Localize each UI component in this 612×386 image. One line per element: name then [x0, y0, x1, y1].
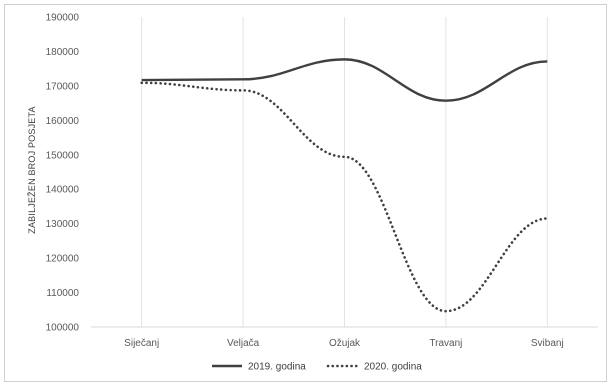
series-lines [140, 58, 549, 313]
series-line-0 [141, 58, 548, 102]
x-tick-label: Svibanj [531, 338, 564, 349]
x-tick-label: Siječanj [124, 338, 159, 349]
y-tick-label: 130000 [46, 219, 80, 230]
legend-label-0: 2019. godina [248, 362, 306, 373]
y-axis-label: ZABILJEŽEN BROJ POSJETA [27, 106, 37, 233]
legend: 2019. godina 2020. godina [212, 362, 422, 373]
y-tick-label: 180000 [46, 47, 80, 58]
y-tick-label: 160000 [46, 116, 80, 127]
y-tick-label: 110000 [46, 288, 79, 299]
y-tick-label: 190000 [46, 13, 80, 24]
x-tick-label: Ožujak [329, 338, 361, 349]
y-tick-label: 170000 [46, 81, 80, 92]
x-axis-ticks: Siječanj Veljača Ožujak Travanj Svibanj [124, 338, 564, 349]
x-tick-label: Travanj [429, 338, 462, 349]
y-tick-label: 140000 [46, 185, 80, 196]
y-axis-ticks: 100000 110000 120000 130000 140000 150000 1600… [46, 13, 80, 334]
legend-label-1: 2020. godina [364, 362, 422, 373]
series-line-1 [140, 81, 549, 313]
gridlines [141, 17, 548, 327]
chart-frame [4, 4, 607, 382]
x-tick-label: Veljača [227, 338, 260, 349]
y-tick-label: 120000 [46, 254, 80, 265]
y-tick-label: 100000 [46, 323, 80, 334]
y-tick-label: 150000 [46, 150, 80, 161]
